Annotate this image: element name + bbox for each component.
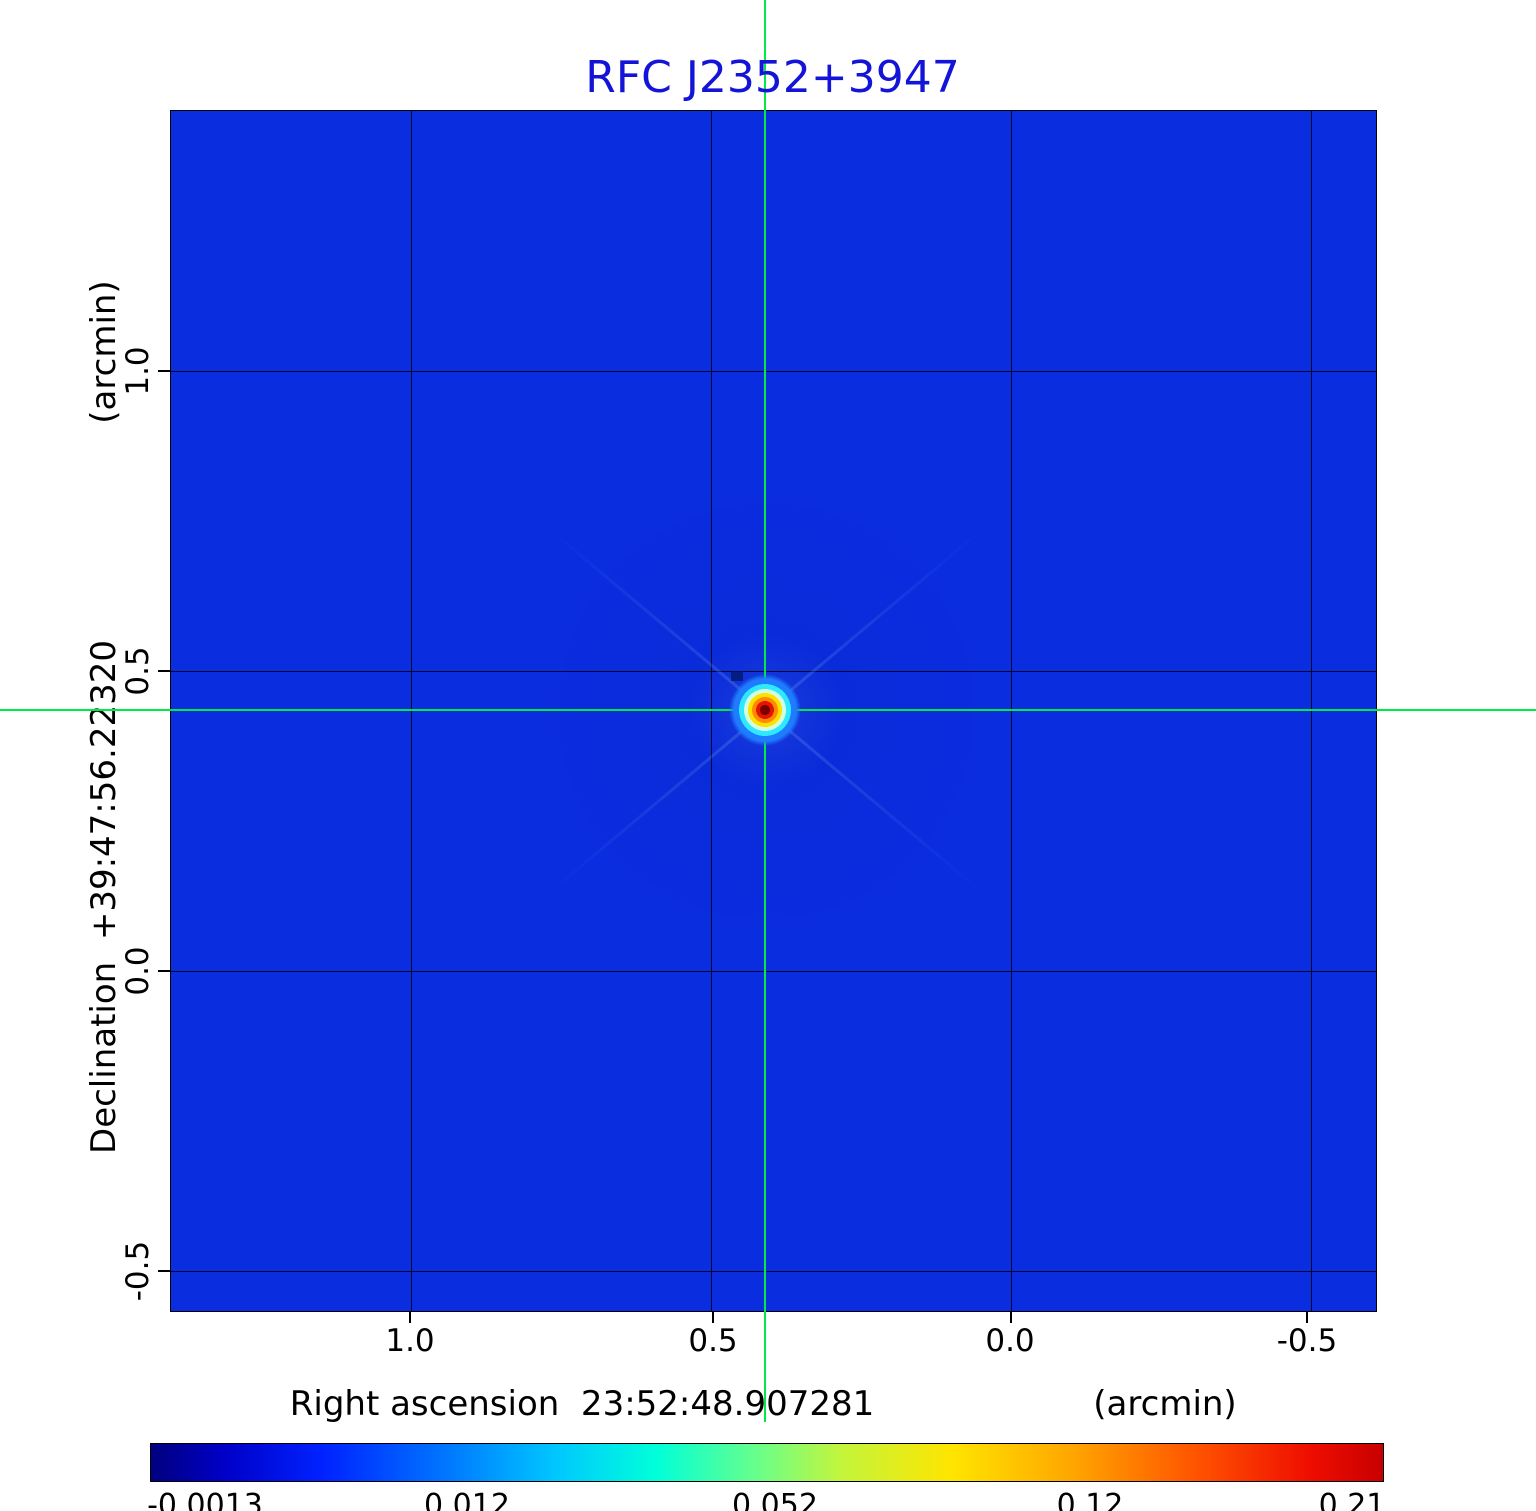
grid-line-vertical [711, 111, 712, 1311]
x-tick-label: 0.5 [688, 1323, 738, 1359]
y-tick-label: 0.5 [120, 646, 156, 696]
x-axis-unit: (arcmin) [1093, 1384, 1237, 1424]
x-tick-label: -0.5 [1276, 1323, 1338, 1359]
radio-source-peak [727, 672, 803, 748]
x-tick-mark [409, 1311, 411, 1323]
colorbar-tick-label: 0.052 [732, 1488, 818, 1511]
colorbar-tick-label: -0.0013 [147, 1488, 263, 1511]
y-tick-label: 1.0 [120, 346, 156, 396]
colorbar-tick-label: 0.21 [1318, 1488, 1386, 1511]
y-tick-mark [158, 970, 170, 972]
x-axis-label: Right ascension 23:52:48.907281 [289, 1384, 875, 1424]
grid-line-horizontal [171, 1271, 1376, 1272]
y-tick-mark [158, 670, 170, 672]
y-tick-mark [158, 370, 170, 372]
plot-title: RFC J2352+3947 [585, 52, 960, 103]
y-tick-label: -0.5 [120, 1240, 156, 1302]
y-axis-unit: (arcmin) [84, 280, 124, 424]
y-tick-label: 0.0 [120, 946, 156, 996]
grid-line-vertical [1311, 111, 1312, 1311]
x-tick-mark [1306, 1311, 1308, 1323]
grid-line-horizontal [171, 971, 1376, 972]
x-tick-mark [712, 1311, 714, 1323]
x-tick-label: 1.0 [385, 1323, 435, 1359]
grid-line-horizontal [171, 371, 1376, 372]
x-tick-label: 0.0 [985, 1323, 1035, 1359]
x-tick-mark [1010, 1311, 1012, 1323]
grid-line-horizontal [171, 671, 1376, 672]
colorbar-gradient [150, 1443, 1384, 1482]
colorbar-tick-label: 0.012 [424, 1488, 510, 1511]
y-tick-mark [158, 1270, 170, 1272]
y-axis-label: Declination +39:47:56.22320 [84, 640, 124, 1154]
colorbar-tick-label: 0.12 [1056, 1488, 1124, 1511]
grid-line-vertical [411, 111, 412, 1311]
grid-line-vertical [1011, 111, 1012, 1311]
